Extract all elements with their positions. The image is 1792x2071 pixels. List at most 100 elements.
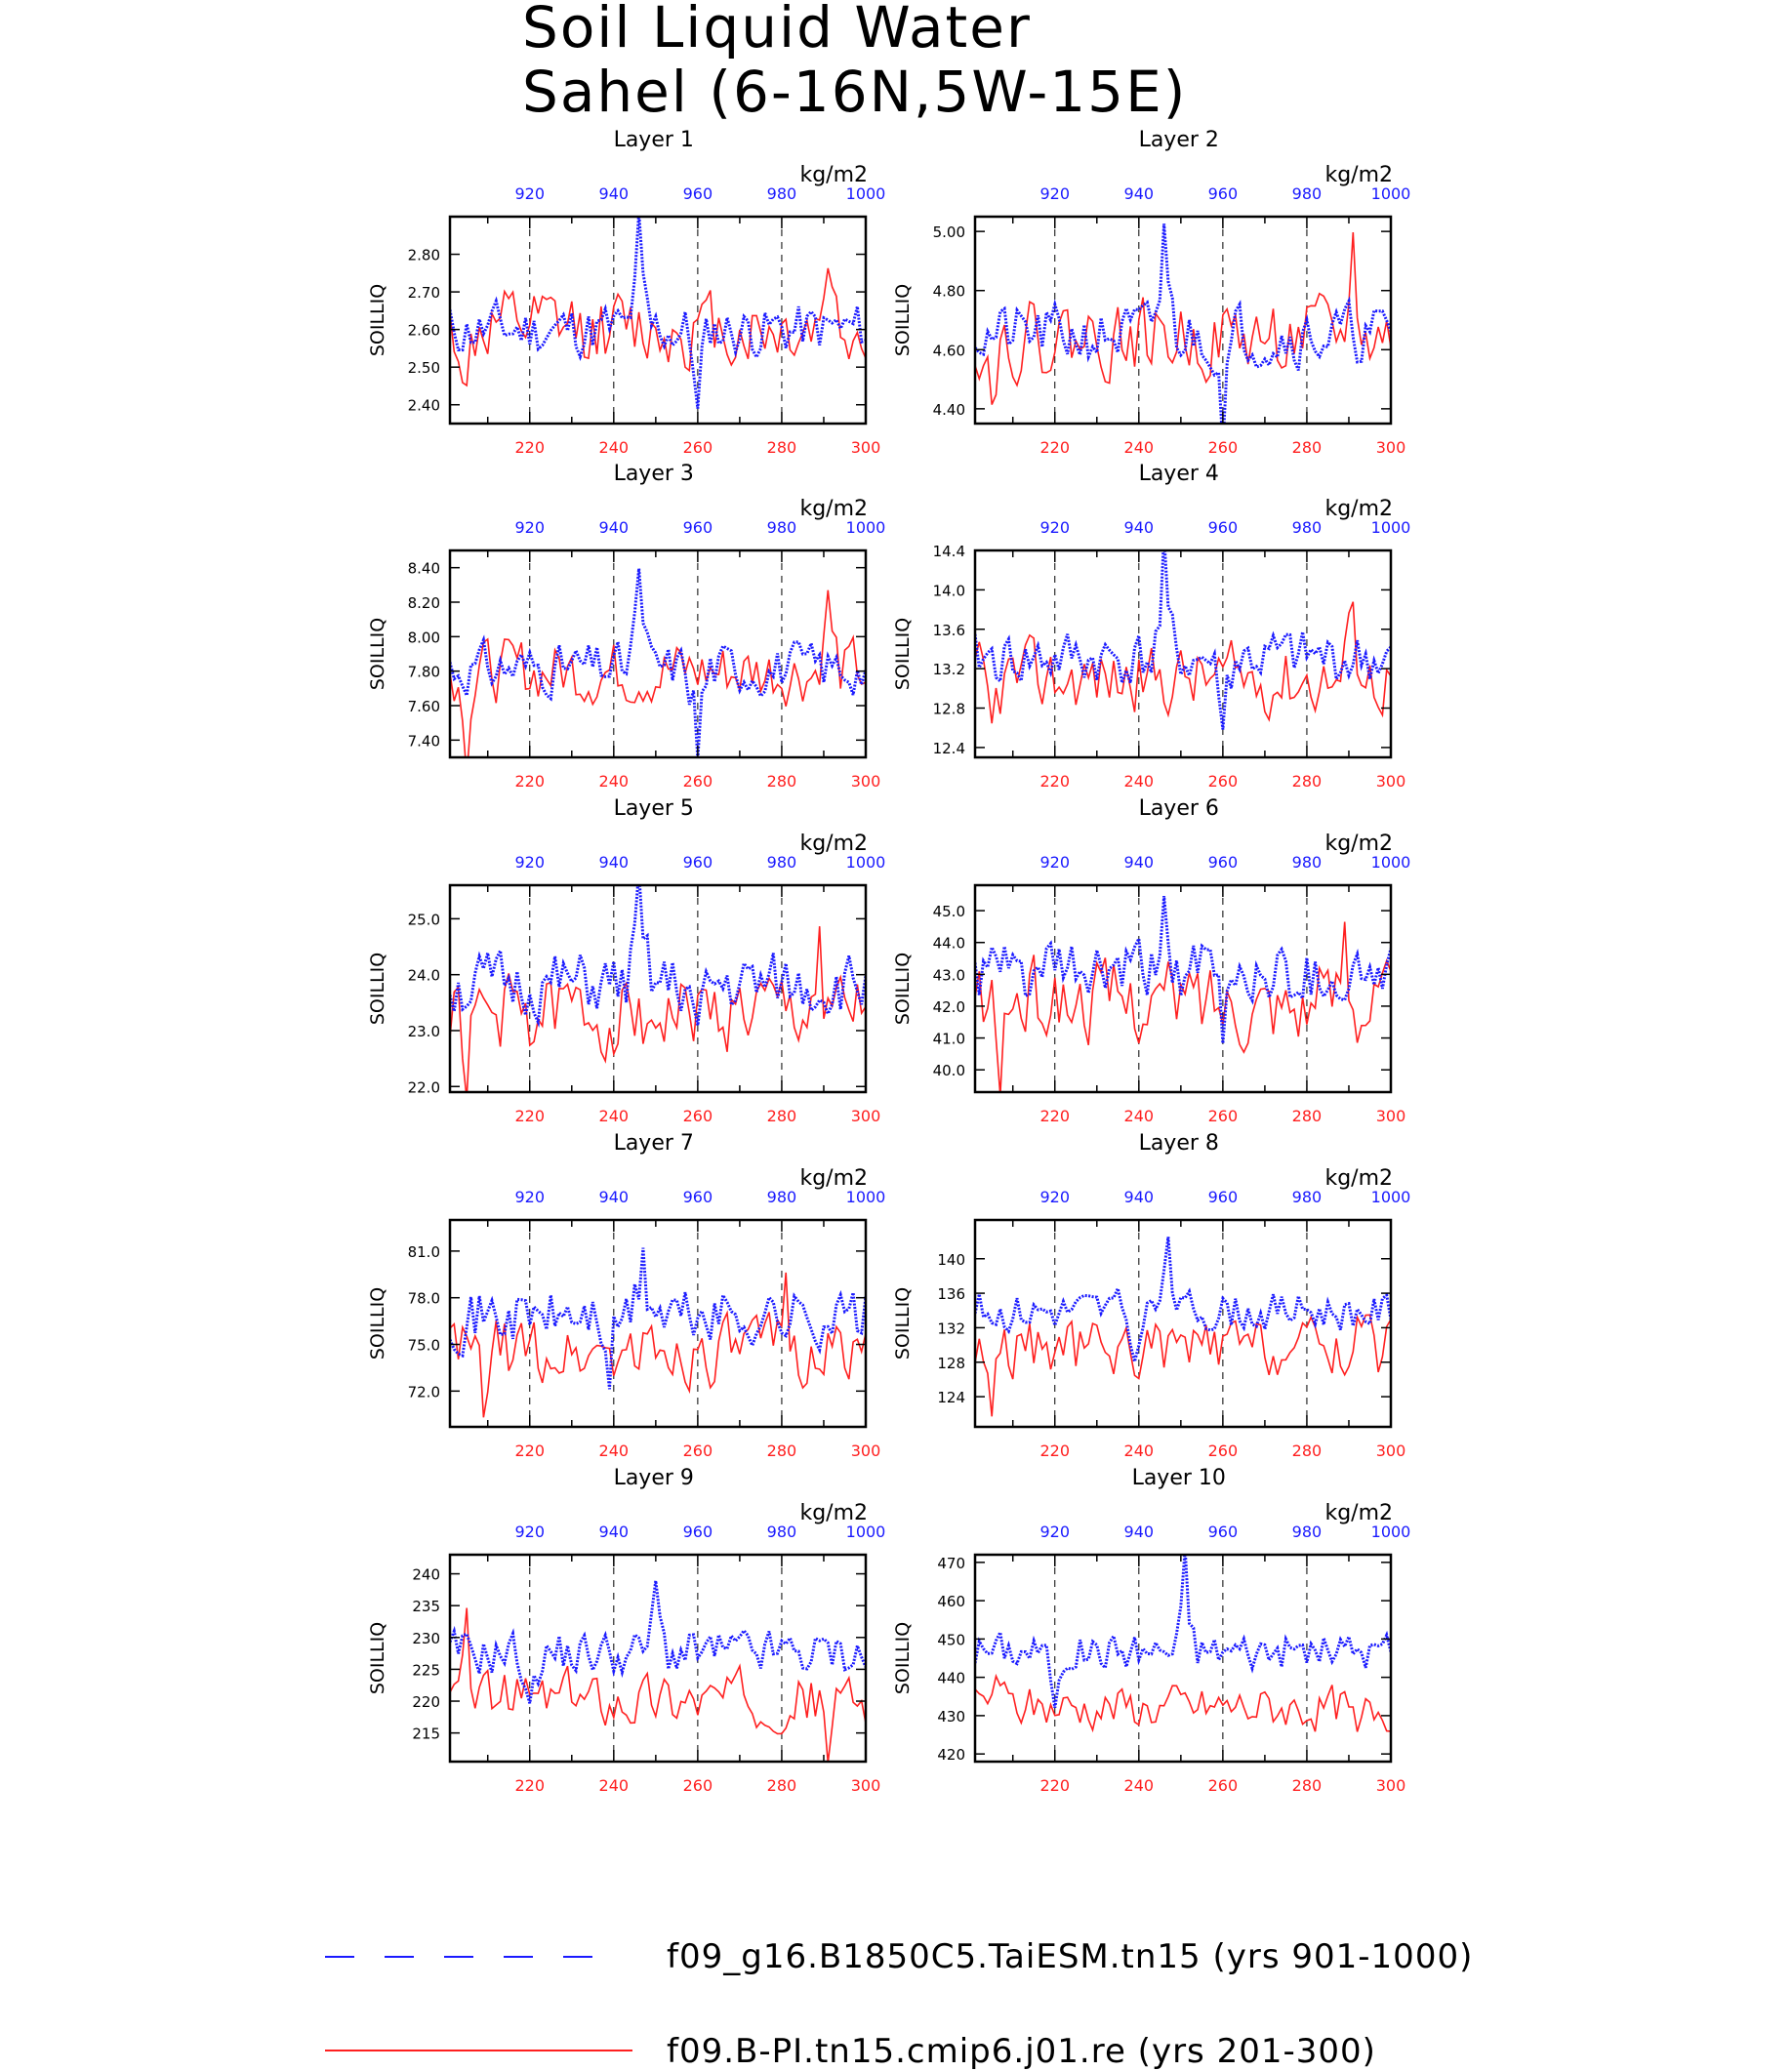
layer-7-xtick-label-top: 1000	[846, 1188, 886, 1206]
layer-3-ytick-label: 7.40	[408, 732, 440, 750]
layer-1-ytick-label: 2.80	[408, 247, 440, 264]
layer-9-ytick-label: 215	[412, 1726, 440, 1743]
layer-8-xtick-label-bottom: 260	[1208, 1442, 1239, 1460]
layer-10-ylabel: SOILLIQ	[892, 1622, 914, 1694]
layer-4-xtick-label-bottom: 240	[1124, 772, 1155, 791]
layer-6-xtick-label-top: 980	[1292, 853, 1323, 872]
layer-7-xtick-label-bottom: 220	[514, 1442, 545, 1460]
layer-7-xtick-label-top: 920	[514, 1188, 545, 1206]
layer-8-xtick-label-top: 960	[1208, 1188, 1239, 1206]
layer-10-ytick-label: 470	[937, 1555, 965, 1572]
layer-3-units: kg/m2	[799, 497, 868, 521]
layer-3-xtick-label-top: 940	[599, 518, 630, 537]
layer-6-xtick-label-top: 940	[1124, 853, 1155, 872]
layer-5-frame	[448, 883, 868, 1094]
layer-5-units: kg/m2	[799, 832, 868, 856]
layer-3-xtick-label-bottom: 240	[599, 772, 630, 791]
layer-4-xtick-label-top: 940	[1124, 518, 1155, 537]
layer-4-title: Layer 4	[1139, 462, 1219, 486]
layer-7-xtick-label-bottom: 280	[767, 1442, 797, 1460]
layer-7-series-taiesm	[450, 1247, 866, 1390]
layer-3-ytick-label: 8.20	[408, 594, 440, 612]
layer-4-series-cmip6	[975, 601, 1391, 724]
layer-10-xtick-label-bottom: 220	[1039, 1776, 1070, 1795]
layer-6-ylabel: SOILLIQ	[892, 953, 914, 1025]
layer-1-xtick-label-top: 960	[683, 184, 713, 203]
layer-2-xtick-label-top: 920	[1039, 184, 1070, 203]
layer-5-xtick-label-top: 1000	[846, 853, 886, 872]
layer-10-xtick-label-top: 940	[1124, 1523, 1155, 1541]
layer-9-xtick-label-top: 940	[599, 1523, 630, 1541]
layer-10-frame	[973, 1553, 1393, 1764]
layer-6-ytick-label: 42.0	[933, 998, 965, 1016]
chart-title-line-1: Soil Liquid Water	[522, 0, 1032, 61]
layer-3-ylabel: SOILLIQ	[367, 618, 388, 690]
layer-9-ytick-label: 240	[412, 1566, 440, 1584]
layer-7-xtick-label-top: 960	[683, 1188, 713, 1206]
layer-3-xtick-label-bottom: 260	[683, 772, 713, 791]
layer-3-title: Layer 3	[614, 462, 694, 486]
layer-6-xtick-label-top: 920	[1039, 853, 1070, 872]
layer-8-xtick-label-top: 940	[1124, 1188, 1155, 1206]
layer-10-xtick-label-bottom: 280	[1292, 1776, 1323, 1795]
layer-8-ylabel: SOILLIQ	[892, 1287, 914, 1360]
layer-2-ytick-label: 5.00	[933, 223, 965, 241]
layer-1-series-taiesm	[450, 217, 866, 409]
layer-2-ylabel: SOILLIQ	[892, 284, 914, 356]
layer-1-xtick-label-top: 980	[767, 184, 797, 203]
layer-10-ytick-label: 430	[937, 1708, 965, 1726]
layer-9-xtick-label-bottom: 220	[514, 1776, 545, 1795]
layer-6-xtick-label-bottom: 300	[1376, 1107, 1406, 1125]
layer-10-xtick-label-top: 1000	[1371, 1523, 1411, 1541]
layer-6-xtick-label-bottom: 260	[1208, 1107, 1239, 1125]
layer-9-title: Layer 9	[614, 1466, 694, 1490]
chart-title-line-2: Sahel (6-16N,5W-15E)	[522, 59, 1188, 125]
layer-6-ytick-label: 44.0	[933, 935, 965, 953]
layer-10-xtick-label-bottom: 260	[1208, 1776, 1239, 1795]
layer-8-xtick-label-top: 1000	[1371, 1188, 1411, 1206]
layer-10-ytick-label: 440	[937, 1670, 965, 1687]
layer-9-ytick-label: 225	[412, 1661, 440, 1679]
layer-4-xtick-label-bottom: 260	[1208, 772, 1239, 791]
layer-7-series-cmip6	[450, 1272, 866, 1418]
layer-9-ytick-label: 230	[412, 1630, 440, 1647]
layer-6-ytick-label: 40.0	[933, 1062, 965, 1079]
layer-10-xtick-label-top: 920	[1039, 1523, 1070, 1541]
layer-4-ytick-label: 14.4	[933, 543, 965, 560]
layer-9-ytick-label: 235	[412, 1598, 440, 1615]
layer-3-xtick-label-top: 960	[683, 518, 713, 537]
layer-4-ylabel: SOILLIQ	[892, 618, 914, 690]
layer-2-ytick-label: 4.40	[933, 401, 965, 419]
layer-6-ytick-label: 41.0	[933, 1031, 965, 1048]
layer-6-series-cmip6	[975, 921, 1391, 1092]
layer-7-frame	[448, 1218, 868, 1429]
layer-8-ytick-label: 136	[937, 1285, 965, 1303]
layer-5-xtick-label-bottom: 260	[683, 1107, 713, 1125]
layer-7-ytick-label: 78.0	[408, 1290, 440, 1308]
layer-3-ytick-label: 8.40	[408, 560, 440, 578]
layer-9-xtick-label-top: 1000	[846, 1523, 886, 1541]
layer-1-xtick-label-top: 940	[599, 184, 630, 203]
layer-9-xtick-label-bottom: 260	[683, 1776, 713, 1795]
layer-3-xtick-label-top: 920	[514, 518, 545, 537]
legend-label-cmip6: f09.B-PI.tn15.cmip6.j01.re (yrs 201-300)	[667, 2032, 1376, 2071]
layer-6-xtick-label-bottom: 240	[1124, 1107, 1155, 1125]
layer-9-xtick-label-top: 920	[514, 1523, 545, 1541]
layer-1-xtick-label-bottom: 240	[599, 438, 630, 457]
layer-4-xtick-label-top: 920	[1039, 518, 1070, 537]
layer-3-xtick-label-bottom: 220	[514, 772, 545, 791]
layer-9-xtick-label-bottom: 280	[767, 1776, 797, 1795]
layer-9-xtick-label-bottom: 240	[599, 1776, 630, 1795]
layer-8-xtick-label-bottom: 240	[1124, 1442, 1155, 1460]
layer-8-xtick-label-top: 980	[1292, 1188, 1323, 1206]
layer-10-series-cmip6	[975, 1673, 1391, 1733]
layer-6-xtick-label-bottom: 220	[1039, 1107, 1070, 1125]
layer-2-units: kg/m2	[1324, 163, 1393, 187]
layer-7-xtick-label-top: 940	[599, 1188, 630, 1206]
layer-9-ylabel: SOILLIQ	[367, 1622, 388, 1694]
layer-3-ytick-label: 8.00	[408, 629, 440, 646]
layer-2-xtick-label-bottom: 220	[1039, 438, 1070, 457]
layer-7-ytick-label: 72.0	[408, 1383, 440, 1401]
layer-1-xtick-label-bottom: 220	[514, 438, 545, 457]
layer-10-xtick-label-bottom: 300	[1376, 1776, 1406, 1795]
